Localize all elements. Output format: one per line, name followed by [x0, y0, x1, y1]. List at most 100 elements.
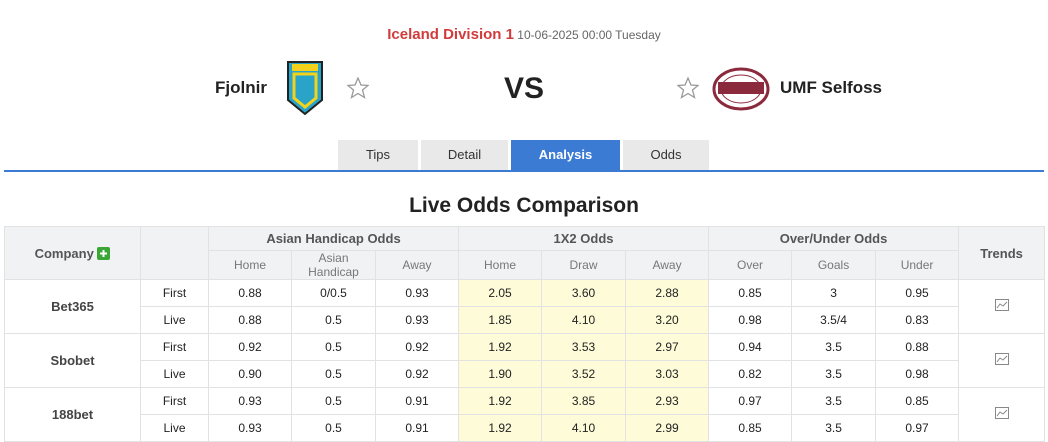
company-name[interactable]: Sbobet	[4, 333, 141, 388]
odds-row: Live 0.88 0.5 0.93 1.85 4.10 3.20 0.98 3.5/4 0.83	[5, 306, 1045, 334]
odds-value: 0.5	[291, 333, 376, 361]
trend-cell	[958, 279, 1046, 334]
odds-value: 0.88	[875, 333, 960, 361]
odds-value: 0.94	[708, 333, 793, 361]
odds-value: 0.92	[208, 333, 292, 361]
tab[interactable]: Detail	[421, 140, 508, 170]
odds-value: 0.92	[375, 333, 459, 361]
odds-value: 1.92	[458, 387, 542, 415]
subheader: Away	[624, 250, 710, 280]
odds-value: 3.5	[791, 387, 877, 415]
odds-value: 0.82	[708, 360, 793, 388]
line-label: First	[140, 333, 209, 361]
subheader: Under	[875, 250, 960, 280]
group-header: Over/Under Odds	[708, 226, 960, 251]
odds-value: 3.03	[624, 360, 710, 388]
company-name[interactable]: 188bet	[4, 387, 141, 442]
odds-value: 3.5	[791, 414, 877, 442]
tabs: Tips Detail Analysis Odds	[338, 140, 709, 170]
odds-value: 3.52	[541, 360, 626, 388]
trend-cell	[958, 387, 1046, 442]
odds-value: 0.5	[291, 360, 376, 388]
tab[interactable]: Tips	[338, 140, 418, 170]
odds-value: 3.85	[541, 387, 626, 415]
company-label: Company	[34, 245, 94, 261]
odds-value: 0.85	[875, 387, 960, 415]
odds-value: 0.5	[291, 414, 376, 442]
subheader: Home	[208, 250, 292, 280]
odds-value: 0.85	[708, 279, 793, 307]
odds-value: 0.93	[375, 279, 459, 307]
odds-value: 0.91	[375, 387, 459, 415]
odds-value: 0.5	[291, 387, 376, 415]
odds-value: 1.92	[458, 414, 542, 442]
trend-icon[interactable]	[994, 353, 1009, 365]
favorite-star[interactable]	[677, 77, 699, 99]
odds-row: Sbobet First 0.92 0.5 0.92 1.92 3.53 2.97 0.94 3.…	[4, 333, 1046, 388]
odds-value: 3.5	[791, 360, 877, 388]
subheader: Over	[708, 250, 793, 280]
odds-value: 0.97	[875, 414, 960, 442]
odds-value: 0.91	[375, 414, 459, 442]
odds-value: 4.10	[541, 306, 626, 334]
datetime: 10-06-2025 00:00 Tuesday	[517, 28, 661, 42]
odds-value: 2.88	[624, 279, 710, 307]
favorite-star[interactable]	[347, 77, 369, 99]
odds-value: 0.88	[208, 279, 292, 307]
section-title: Live Odds Comparison	[409, 194, 639, 217]
odds-value: 3	[791, 279, 877, 307]
versus: VS	[503, 72, 545, 105]
odds-value: 3.53	[541, 333, 626, 361]
league[interactable]: Iceland Division 1	[387, 26, 514, 43]
odds-value: 0.90	[208, 360, 292, 388]
blank-header	[140, 226, 209, 280]
odds-value: 0.93	[208, 414, 292, 442]
trends-header: Trends	[958, 226, 1046, 280]
subheader: Goals	[791, 250, 877, 280]
odds-value: 4.10	[541, 414, 626, 442]
add-company[interactable]	[97, 246, 111, 260]
odds-row: Live 0.90 0.5 0.92 1.90 3.52 3.03 0.82 3.5 0.98	[5, 360, 1045, 388]
odds-value: 1.92	[458, 333, 542, 361]
odds-value: 3.5/4	[791, 306, 877, 334]
line-label: First	[140, 279, 209, 307]
group-header: Asian Handicap Odds	[208, 226, 459, 251]
odds-value: 0.98	[875, 360, 960, 388]
odds-value: 0.5	[291, 306, 376, 334]
subheader: Home	[458, 250, 542, 280]
line-label: Live	[140, 306, 209, 334]
line-label: Live	[140, 360, 209, 388]
line-label: Live	[140, 414, 209, 442]
odds-value: 1.85	[458, 306, 542, 334]
odds-value: 0/0.5	[291, 279, 376, 307]
odds-value: 3.20	[624, 306, 710, 334]
trend-icon[interactable]	[994, 407, 1009, 419]
subheader: Draw	[541, 250, 626, 280]
odds-row: 188bet First 0.93 0.5 0.91 1.92 3.85 2.93 0.97 3.…	[4, 387, 1046, 442]
odds-value: 2.99	[624, 414, 710, 442]
tab-underline	[4, 170, 1044, 172]
line-label: First	[140, 387, 209, 415]
odds-value: 3.5	[791, 333, 877, 361]
match-info: Iceland Division 1 10-06-2025 00:00 Tues…	[0, 26, 1048, 43]
company-header: Company	[4, 226, 141, 280]
odds-value: 2.05	[458, 279, 542, 307]
away-team[interactable]: UMF Selfoss	[780, 78, 883, 97]
trend-icon[interactable]	[994, 299, 1009, 311]
home-team[interactable]: Fjolnir	[215, 78, 267, 97]
odds-value: 2.93	[624, 387, 710, 415]
tab[interactable]: Analysis	[511, 140, 620, 170]
odds-value: 2.97	[624, 333, 710, 361]
odds-value: 0.98	[708, 306, 793, 334]
odds-value: 0.95	[875, 279, 960, 307]
tab[interactable]: Odds	[623, 140, 709, 170]
odds-value: 3.60	[541, 279, 626, 307]
odds-value: 1.90	[458, 360, 542, 388]
odds-value: 0.88	[208, 306, 292, 334]
odds-value: 0.83	[875, 306, 960, 334]
group-header: 1X2 Odds	[457, 226, 710, 251]
away-logo	[712, 67, 770, 111]
company-name[interactable]: Bet365	[4, 279, 141, 334]
odds-value: 0.92	[375, 360, 459, 388]
